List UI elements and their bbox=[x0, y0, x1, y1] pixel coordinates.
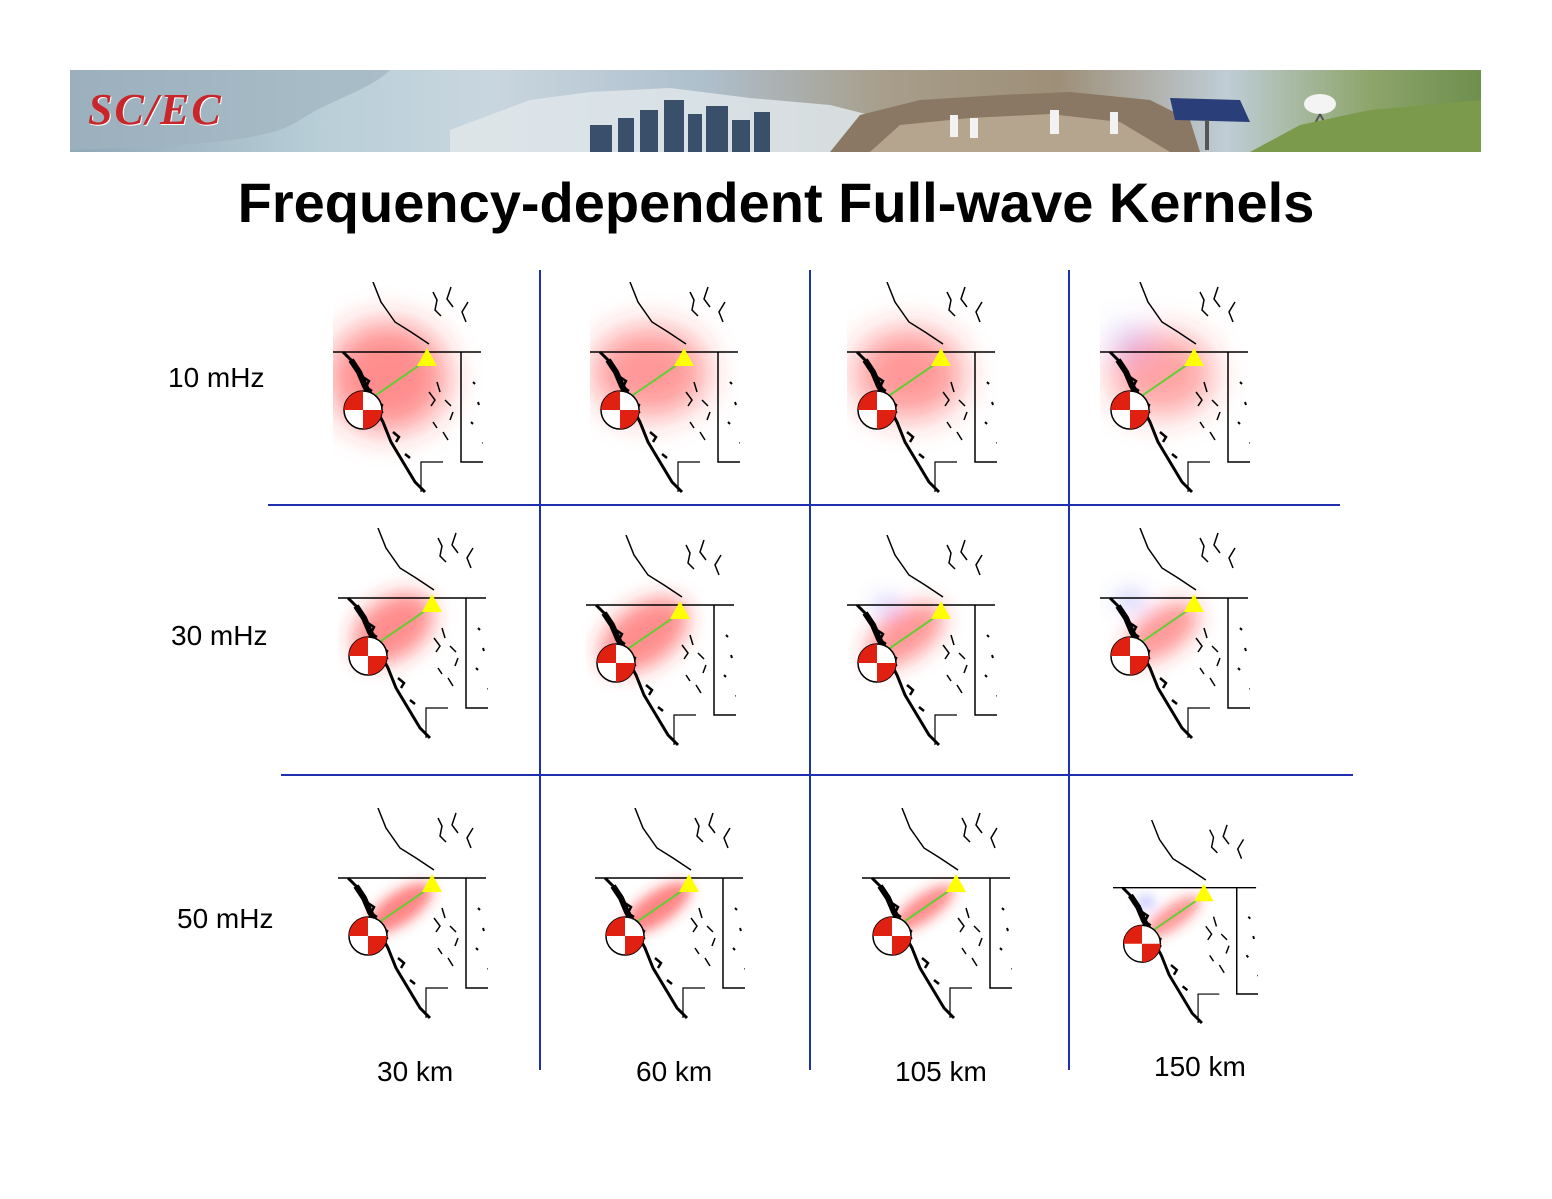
page-title: Frequency-dependent Full-wave Kernels bbox=[237, 171, 1315, 234]
grid-horizontal-line-2 bbox=[281, 774, 1353, 776]
col-label-30-km: 30 km bbox=[377, 1056, 454, 1087]
yellow-triangle-station-icon bbox=[931, 348, 951, 366]
kernel-map-icon bbox=[847, 535, 997, 747]
yellow-triangle-station-icon bbox=[670, 601, 690, 619]
focal-mechanism-beachball-icon bbox=[348, 916, 388, 956]
focal-mechanism-beachball-icon bbox=[872, 916, 912, 956]
focal-mechanism-beachball-icon bbox=[600, 390, 640, 430]
focal-mechanism-beachball-icon bbox=[1110, 636, 1150, 676]
photo-montage-banner bbox=[70, 70, 1481, 152]
kernel-map-icon bbox=[338, 808, 488, 1020]
kernel-map-icon bbox=[862, 808, 1012, 1020]
kernel-map-icon bbox=[1100, 282, 1250, 494]
focal-mechanism-beachball-icon bbox=[605, 916, 645, 956]
row-label-50-mhz: 50 mHz bbox=[177, 903, 274, 934]
row-label-30-mhz: 30 mHz bbox=[171, 620, 268, 651]
focal-mechanism-beachball-icon bbox=[1110, 390, 1150, 430]
kernel-map-icon bbox=[1113, 820, 1258, 1025]
col-label-150-km: 150 km bbox=[1154, 1051, 1246, 1082]
yellow-triangle-station-icon bbox=[931, 601, 951, 619]
focal-mechanism-beachball-icon bbox=[596, 643, 636, 683]
focal-mechanism-beachball-icon bbox=[857, 643, 897, 683]
kernel-map-icon bbox=[847, 282, 997, 494]
yellow-triangle-station-icon bbox=[417, 348, 437, 366]
col-label-60-km: 60 km bbox=[636, 1056, 713, 1087]
row-label-10-mhz: 10 mHz bbox=[168, 362, 265, 393]
focal-mechanism-beachball-icon bbox=[348, 636, 388, 676]
yellow-triangle-station-icon bbox=[1184, 594, 1204, 612]
grid-vertical-line-3 bbox=[1068, 270, 1070, 1070]
kernel-map-icon bbox=[590, 282, 740, 494]
focal-mechanism-beachball-icon bbox=[857, 390, 897, 430]
kernel-map-icon bbox=[595, 808, 745, 1020]
yellow-triangle-station-icon bbox=[422, 594, 442, 612]
yellow-triangle-station-icon bbox=[1184, 348, 1204, 366]
kernel-map-icon bbox=[586, 535, 736, 747]
grid-vertical-line-2 bbox=[809, 270, 811, 1070]
focal-mechanism-beachball-icon bbox=[1122, 924, 1162, 963]
grid-horizontal-line-1 bbox=[268, 504, 1340, 506]
kernel-map-icon bbox=[333, 282, 483, 494]
header-banner bbox=[70, 70, 1481, 152]
yellow-triangle-station-icon bbox=[674, 348, 694, 366]
kernel-map-icon bbox=[1100, 528, 1250, 740]
kernel-map-icon bbox=[338, 528, 488, 740]
col-label-105-km: 105 km bbox=[895, 1056, 987, 1087]
yellow-triangle-station-icon bbox=[422, 874, 442, 892]
yellow-triangle-station-icon bbox=[679, 874, 699, 892]
grid-vertical-line-1 bbox=[539, 270, 541, 1070]
focal-mechanism-beachball-icon bbox=[343, 390, 383, 430]
yellow-triangle-station-icon bbox=[946, 874, 966, 892]
scec-logo-icon: SC/EC bbox=[88, 85, 223, 134]
yellow-triangle-station-icon bbox=[1194, 883, 1214, 902]
